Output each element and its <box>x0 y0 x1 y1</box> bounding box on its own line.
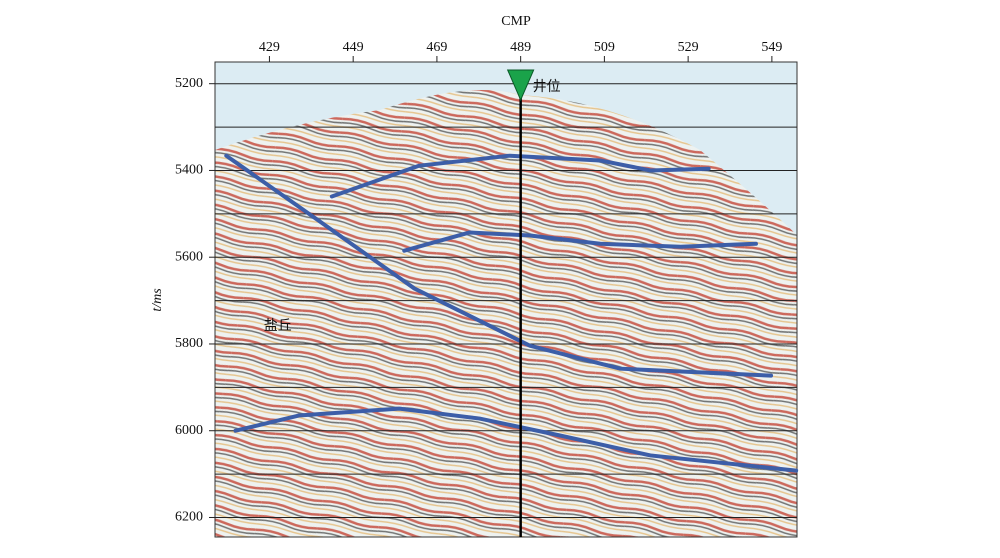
y-tick-label: 6000 <box>175 423 203 438</box>
horizon-line <box>233 406 799 473</box>
x-tick-label: 529 <box>678 40 699 55</box>
x-tick-label: 469 <box>426 40 447 55</box>
well-marker <box>506 69 535 102</box>
x-tick-label: 509 <box>594 40 615 55</box>
y-tick-label: 5400 <box>175 163 203 178</box>
seismic-background <box>215 62 797 537</box>
y-tick-label: 6200 <box>175 510 203 525</box>
horizon-line <box>402 230 758 253</box>
x-tick-label: 449 <box>343 40 364 55</box>
x-tick-label: 549 <box>761 40 782 55</box>
x-tick-label: 429 <box>259 40 280 55</box>
y-tick-label: 5200 <box>175 76 203 91</box>
horizon-line <box>224 153 774 378</box>
x-axis-title: CMP <box>501 14 531 29</box>
annotation: 盐丘 <box>264 318 292 334</box>
x-tick-label: 489 <box>510 40 531 55</box>
y-tick-label: 5600 <box>175 249 203 264</box>
horizon-line <box>329 153 711 199</box>
plot-frame <box>214 61 798 538</box>
y-tick-label: 5800 <box>175 336 203 351</box>
well-label: 井位 <box>533 79 561 95</box>
y-axis-title: t/ms <box>150 288 165 312</box>
